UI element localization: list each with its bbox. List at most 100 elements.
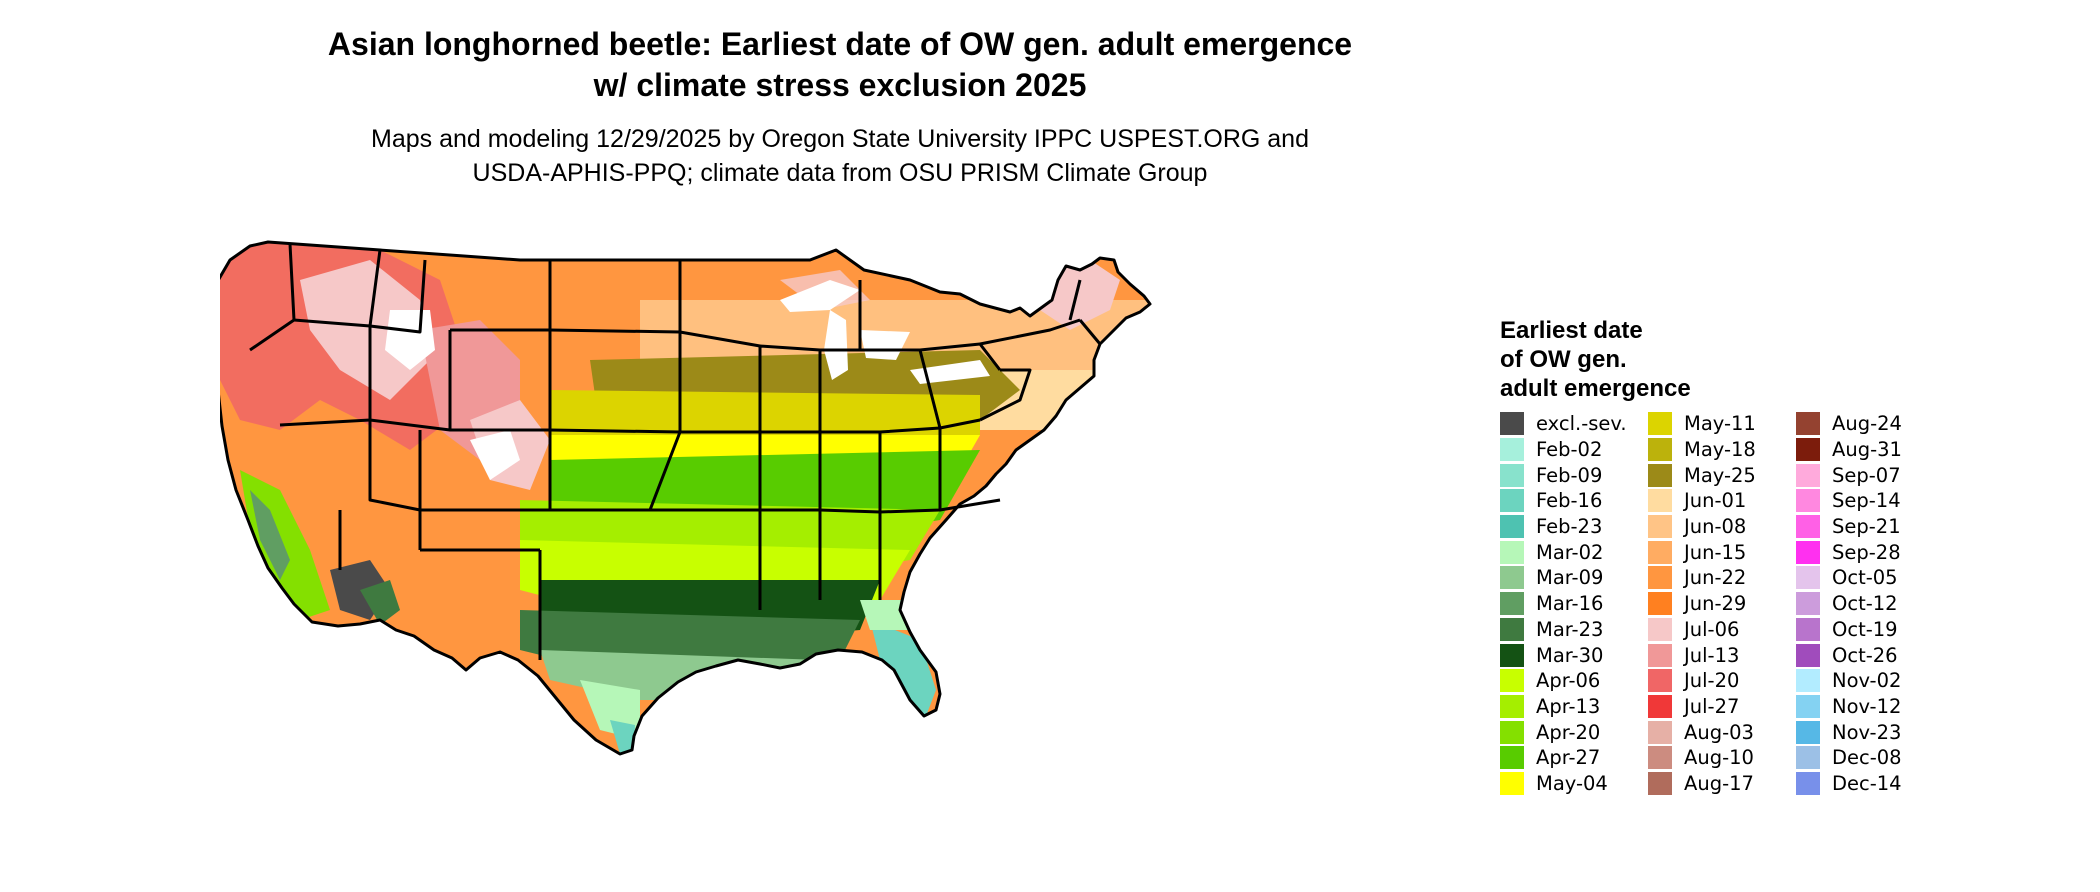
- legend-item: Aug-17: [1648, 771, 1756, 797]
- legend-item: Oct-19: [1796, 617, 1902, 643]
- legend-label: Jul-27: [1684, 694, 1740, 718]
- legend-item: Nov-12: [1796, 694, 1902, 720]
- legend-title-line-1: Earliest date: [1500, 317, 1643, 344]
- legend-item: excl.-sev.: [1500, 411, 1627, 437]
- legend-swatch: [1796, 694, 1820, 718]
- legend-label: Jul-06: [1684, 617, 1740, 641]
- legend-swatch: [1500, 746, 1524, 770]
- legend-swatch: [1796, 669, 1820, 693]
- legend-label: Jul-13: [1684, 643, 1740, 667]
- legend-label: Mar-30: [1536, 643, 1604, 667]
- legend-swatch: [1796, 746, 1820, 770]
- legend-swatch: [1500, 438, 1524, 462]
- legend: excl.-sev. Feb-02 Feb-09 Feb-16 Feb-23 Mar-02…: [1500, 411, 1940, 801]
- map-title: Asian longhorned beetle: Earliest date o…: [0, 24, 1680, 106]
- legend-item: May-04: [1500, 771, 1627, 797]
- legend-swatch: [1796, 412, 1820, 436]
- legend-swatch: [1796, 643, 1820, 667]
- legend-label: Sep-28: [1832, 540, 1901, 564]
- legend-item: Feb-23: [1500, 514, 1627, 540]
- legend-item: Nov-02: [1796, 668, 1902, 694]
- legend-label: Sep-07: [1832, 463, 1901, 487]
- legend-label: Jun-29: [1684, 592, 1747, 616]
- legend-item: Jul-13: [1648, 642, 1756, 668]
- legend-label: Jun-22: [1684, 566, 1747, 590]
- legend-swatch: [1648, 746, 1672, 770]
- map-subtitle-line-1: Maps and modeling 12/29/2025 by Oregon S…: [371, 125, 1309, 153]
- legend-title-line-2: of OW gen.: [1500, 346, 1627, 373]
- legend-swatch: [1648, 720, 1672, 744]
- legend-item: Apr-06: [1500, 668, 1627, 694]
- legend-item: Oct-12: [1796, 591, 1902, 617]
- legend-item: Mar-16: [1500, 591, 1627, 617]
- legend-column: excl.-sev. Feb-02 Feb-09 Feb-16 Feb-23 Mar-02…: [1500, 411, 1627, 796]
- legend-item: Feb-16: [1500, 488, 1627, 514]
- legend-item: Mar-02: [1500, 539, 1627, 565]
- legend-label: Mar-23: [1536, 617, 1604, 641]
- legend-swatch: [1648, 694, 1672, 718]
- legend-swatch: [1500, 463, 1524, 487]
- legend-swatch: [1648, 669, 1672, 693]
- legend-label: Jun-01: [1684, 489, 1747, 513]
- legend-swatch: [1648, 489, 1672, 513]
- legend-label: Oct-19: [1832, 617, 1898, 641]
- legend-swatch: [1500, 669, 1524, 693]
- legend-item: Sep-07: [1796, 462, 1902, 488]
- legend-item: Oct-26: [1796, 642, 1902, 668]
- legend-label: Aug-31: [1832, 438, 1902, 462]
- legend-label: Feb-16: [1536, 489, 1603, 513]
- legend-swatch: [1796, 720, 1820, 744]
- legend-column: Aug-24 Aug-31 Sep-07 Sep-14 Sep-21 Sep-28 Oct-…: [1796, 411, 1902, 796]
- legend-swatch: [1648, 771, 1672, 795]
- legend-label: Dec-14: [1832, 771, 1902, 795]
- legend-swatch: [1500, 694, 1524, 718]
- legend-swatch: [1500, 412, 1524, 436]
- legend-title-line-3: adult emergence: [1500, 375, 1691, 402]
- legend-swatch: [1648, 438, 1672, 462]
- legend-swatch: [1500, 643, 1524, 667]
- legend-label: Feb-09: [1536, 463, 1603, 487]
- legend-item: Sep-14: [1796, 488, 1902, 514]
- legend-swatch: [1796, 540, 1820, 564]
- legend-label: Mar-16: [1536, 592, 1604, 616]
- legend-swatch: [1500, 515, 1524, 539]
- legend-item: Jun-22: [1648, 565, 1756, 591]
- legend-item: Jul-20: [1648, 668, 1756, 694]
- legend-label: May-11: [1684, 412, 1756, 436]
- legend-item: Apr-20: [1500, 719, 1627, 745]
- legend-swatch: [1648, 412, 1672, 436]
- map-subtitle: Maps and modeling 12/29/2025 by Oregon S…: [0, 122, 1680, 190]
- legend-label: Oct-12: [1832, 592, 1898, 616]
- legend-swatch: [1796, 566, 1820, 590]
- legend-swatch: [1648, 643, 1672, 667]
- legend-label: Jun-15: [1684, 540, 1747, 564]
- legend-item: Mar-23: [1500, 617, 1627, 643]
- legend-swatch: [1648, 540, 1672, 564]
- us-map: [220, 240, 1152, 756]
- legend-item: Jun-15: [1648, 539, 1756, 565]
- legend-item: Jun-01: [1648, 488, 1756, 514]
- map-title-line-2: w/ climate stress exclusion 2025: [593, 67, 1087, 103]
- legend-swatch: [1796, 592, 1820, 616]
- legend-item: Jul-06: [1648, 617, 1756, 643]
- legend-item: Mar-30: [1500, 642, 1627, 668]
- legend-item: Aug-10: [1648, 745, 1756, 771]
- legend-label: Sep-14: [1832, 489, 1901, 513]
- legend-item: Feb-02: [1500, 437, 1627, 463]
- legend-label: Feb-02: [1536, 438, 1603, 462]
- legend-swatch: [1500, 592, 1524, 616]
- legend-item: May-18: [1648, 437, 1756, 463]
- legend-label: excl.-sev.: [1536, 412, 1627, 436]
- legend-label: Aug-03: [1684, 720, 1754, 744]
- legend-swatch: [1500, 720, 1524, 744]
- legend-item: Sep-28: [1796, 539, 1902, 565]
- legend-label: Nov-23: [1832, 720, 1902, 744]
- legend-item: May-25: [1648, 462, 1756, 488]
- legend-label: May-04: [1536, 771, 1608, 795]
- legend-swatch: [1796, 617, 1820, 641]
- legend-swatch: [1796, 489, 1820, 513]
- legend-swatch: [1648, 566, 1672, 590]
- legend-swatch: [1500, 617, 1524, 641]
- legend-item: Mar-09: [1500, 565, 1627, 591]
- legend-swatch: [1500, 489, 1524, 513]
